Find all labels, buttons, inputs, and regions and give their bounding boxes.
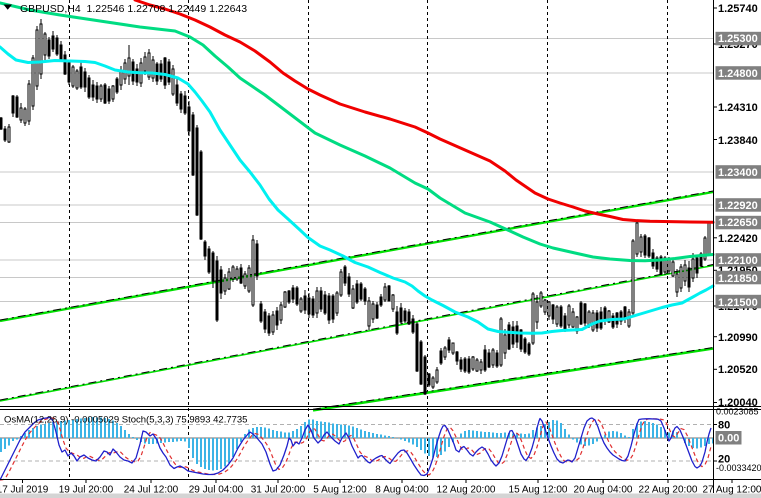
svg-text:22 Aug 20:00: 22 Aug 20:00 — [639, 485, 698, 496]
svg-text:31 Jul 20:00: 31 Jul 20:00 — [251, 485, 306, 496]
svg-text:27 Aug 12:00: 27 Aug 12:00 — [703, 485, 761, 496]
svg-text:1.22920: 1.22920 — [718, 200, 758, 212]
svg-text:5 Aug 12:00: 5 Aug 12:00 — [313, 485, 367, 496]
svg-text:0.0023085: 0.0023085 — [716, 407, 759, 417]
svg-text:-0.0033420: -0.0033420 — [716, 463, 761, 473]
svg-text:1.20520: 1.20520 — [718, 364, 758, 376]
svg-text:1.22100: 1.22100 — [718, 255, 758, 267]
svg-text:1.20040: 1.20040 — [718, 397, 758, 409]
svg-text:1.25300: 1.25300 — [718, 33, 758, 45]
svg-text:1.20990: 1.20990 — [718, 332, 758, 344]
svg-text:0.00: 0.00 — [718, 433, 739, 445]
svg-text:20 Aug 04:00: 20 Aug 04:00 — [574, 485, 633, 496]
svg-text:80: 80 — [718, 420, 730, 432]
svg-text:12 Aug 20:00: 12 Aug 20:00 — [437, 485, 496, 496]
svg-text:24 Jul 12:00: 24 Jul 12:00 — [124, 485, 179, 496]
svg-text:20: 20 — [718, 454, 730, 466]
svg-text:29 Jul 04:00: 29 Jul 04:00 — [189, 485, 244, 496]
svg-text:1.21500: 1.21500 — [718, 297, 758, 309]
svg-text:8 Aug 04:00: 8 Aug 04:00 — [375, 485, 429, 496]
svg-text:19 Jul 20:00: 19 Jul 20:00 — [59, 485, 114, 496]
svg-text:1.23400: 1.23400 — [718, 167, 758, 179]
svg-text:1.21850: 1.21850 — [718, 273, 758, 285]
svg-text:1.23840: 1.23840 — [718, 135, 758, 147]
svg-text:1.24800: 1.24800 — [718, 68, 758, 80]
svg-text:1.22650: 1.22650 — [718, 217, 758, 229]
svg-text:17 Jul 2019: 17 Jul 2019 — [0, 485, 49, 496]
svg-text:1.24310: 1.24310 — [718, 102, 758, 114]
svg-text:1.25740: 1.25740 — [718, 3, 758, 15]
svg-text:OsMA(12,26,9) -0.0005029 Stoc: OsMA(12,26,9) -0.0005029 Stoch(5,3,3) 75… — [4, 415, 247, 426]
svg-text:1.22420: 1.22420 — [718, 233, 758, 245]
svg-text:15 Aug 12:00: 15 Aug 12:00 — [509, 485, 568, 496]
svg-text:GBPUSD,H4 1.22546 1.22708 1.2: GBPUSD,H4 1.22546 1.22708 1.22449 1.2264… — [20, 3, 247, 15]
